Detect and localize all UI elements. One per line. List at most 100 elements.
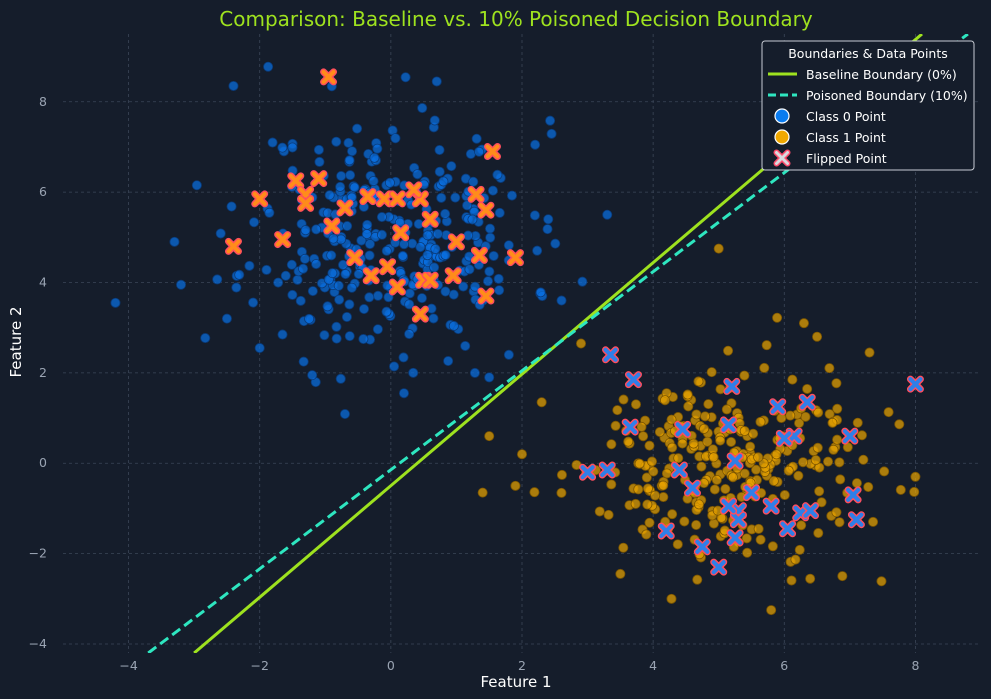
x-tick-label: 4 xyxy=(649,658,657,673)
class0-point xyxy=(326,250,337,261)
class0-point xyxy=(484,372,495,383)
flipped-point-orange xyxy=(380,259,395,274)
class1-point xyxy=(823,456,834,467)
class0-point xyxy=(440,286,451,297)
flipped-point-orange xyxy=(311,171,326,186)
flipped-point-orange xyxy=(377,191,392,206)
class0-point xyxy=(364,239,375,250)
class1-point xyxy=(677,438,688,449)
class0-point xyxy=(215,228,226,239)
class0-point xyxy=(338,259,349,270)
class0-point xyxy=(485,232,496,243)
class0-point xyxy=(336,171,347,182)
class1-point xyxy=(708,452,719,463)
class1-point xyxy=(623,436,634,447)
class0-point xyxy=(200,333,211,344)
class1-point xyxy=(603,509,614,520)
class0-point xyxy=(277,329,288,340)
class0-point xyxy=(263,61,274,72)
class1-point xyxy=(636,421,647,432)
class1-point xyxy=(766,605,777,616)
class1-point xyxy=(556,487,567,498)
class1-point xyxy=(879,466,890,477)
y-tick-label: −2 xyxy=(29,546,47,561)
class1-point xyxy=(761,340,772,351)
class1-point xyxy=(642,483,653,494)
class1-point xyxy=(813,528,824,539)
class0-point xyxy=(376,229,387,240)
class0-point xyxy=(314,156,325,167)
class1-point xyxy=(713,243,724,254)
flipped-point-orange xyxy=(393,225,408,240)
class1-point xyxy=(720,483,731,494)
flipped-point-blue xyxy=(770,399,785,414)
class1-point xyxy=(618,542,629,553)
class1-point xyxy=(824,363,835,374)
flipped-point-orange xyxy=(390,191,405,206)
class0-point xyxy=(319,330,330,341)
class0-point xyxy=(340,269,351,280)
class1-point xyxy=(648,466,659,477)
class0-point xyxy=(311,259,322,270)
class1-point xyxy=(785,410,796,421)
class1-point xyxy=(856,430,867,441)
class0-point xyxy=(602,209,613,220)
class1-point xyxy=(883,407,894,418)
legend-class0-label: Class 0 Point xyxy=(806,109,886,124)
class1-point xyxy=(691,519,702,530)
class1-point xyxy=(768,475,779,486)
class0-point xyxy=(333,280,344,291)
class0-point xyxy=(372,290,383,301)
class0-point xyxy=(543,214,554,225)
class1-point xyxy=(876,576,887,587)
flipped-point-blue xyxy=(744,485,759,500)
flipped-point-blue xyxy=(724,379,739,394)
class1-point xyxy=(683,401,694,412)
class1-point xyxy=(812,331,823,342)
class1-point xyxy=(858,454,869,465)
class0-point xyxy=(328,233,339,244)
class1-point xyxy=(700,411,711,422)
class1-point xyxy=(786,575,797,586)
x-tick-label: −4 xyxy=(119,658,137,673)
flipped-point-blue xyxy=(849,512,864,527)
class0-point xyxy=(344,155,355,166)
class1-point xyxy=(634,458,645,469)
class0-point xyxy=(344,331,355,342)
flipped-point-blue xyxy=(842,429,857,444)
class0-point xyxy=(110,297,121,308)
flipped-point-orange xyxy=(390,280,405,295)
class1-point xyxy=(827,417,838,428)
class1-point xyxy=(529,487,540,498)
class0-point xyxy=(492,169,503,180)
flipped-point-orange xyxy=(478,203,493,218)
class0-point xyxy=(287,142,298,153)
class0-point xyxy=(295,295,306,306)
class0-point xyxy=(298,263,309,274)
flipped-point-blue xyxy=(803,503,818,518)
flipped-point-orange xyxy=(472,248,487,263)
class0-point xyxy=(487,185,498,196)
class0-point xyxy=(430,243,441,254)
class0-point xyxy=(448,289,459,300)
class1-point xyxy=(741,533,752,544)
axis-ticks: −4 −2 0 2 4 6 8 −4 −2 0 2 4 6 8 xyxy=(29,94,920,673)
class0-point xyxy=(191,180,202,191)
class0-point xyxy=(556,295,567,306)
class0-point xyxy=(313,144,324,155)
class0-point xyxy=(404,329,415,340)
class0-point xyxy=(331,333,342,344)
flipped-points xyxy=(224,68,924,576)
class0-point xyxy=(463,230,474,241)
class1-point xyxy=(812,442,823,453)
y-tick-label: −4 xyxy=(29,636,47,651)
class0-point xyxy=(372,143,383,154)
class0-point xyxy=(542,224,553,235)
class0-point xyxy=(506,190,517,201)
x-tick-label: 8 xyxy=(911,658,919,673)
class0-point xyxy=(545,115,556,126)
class0-point xyxy=(443,356,454,367)
class1-point xyxy=(610,420,621,431)
legend-baseline-label: Baseline Boundary (0%) xyxy=(806,67,957,82)
